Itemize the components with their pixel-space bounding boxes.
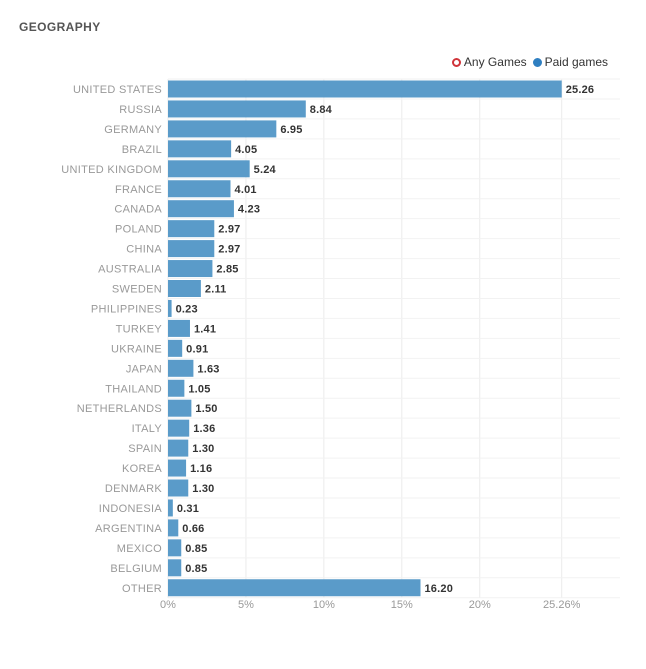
- bar: [168, 539, 182, 557]
- bar: [168, 80, 562, 98]
- bar-value-label: 1.05: [188, 383, 210, 395]
- legend-label-paid-games: Paid games: [544, 55, 608, 69]
- bar-value-label: 5.24: [254, 164, 277, 176]
- category-label: JAPAN: [126, 363, 162, 375]
- category-label: CANADA: [114, 204, 162, 216]
- x-tick-label: 0%: [160, 599, 176, 611]
- category-label: GERMANY: [104, 124, 162, 136]
- bar: [168, 100, 306, 118]
- bar: [168, 559, 182, 577]
- bar-value-label: 2.97: [218, 244, 240, 256]
- bar-value-label: 4.23: [238, 204, 260, 216]
- category-label: BRAZIL: [122, 144, 162, 156]
- x-tick-label: 25.26%: [543, 599, 581, 611]
- category-label: ARGENTINA: [95, 523, 162, 535]
- category-label: UNITED KINGDOM: [61, 164, 162, 176]
- category-label: POLAND: [115, 224, 162, 236]
- category-label: DENMARK: [105, 483, 162, 495]
- bar: [168, 439, 189, 457]
- bar-value-label: 16.20: [424, 583, 453, 595]
- x-tick-label: 20%: [469, 599, 491, 611]
- legend-item-paid-games[interactable]: Paid games: [532, 55, 608, 69]
- legend-label-any-games: Any Games: [463, 55, 527, 69]
- section-title: GEOGRAPHY: [19, 20, 101, 34]
- category-label: NETHERLANDS: [77, 403, 162, 415]
- bar: [168, 419, 190, 437]
- bar-value-label: 1.63: [197, 363, 219, 375]
- bar-value-label: 1.50: [195, 403, 217, 415]
- bar-value-label: 4.01: [235, 184, 257, 196]
- bar-value-label: 2.85: [216, 264, 238, 276]
- category-label: ITALY: [132, 423, 163, 435]
- category-label: AUSTRALIA: [98, 264, 162, 276]
- bar-value-label: 2.11: [205, 284, 227, 296]
- bar: [168, 160, 250, 178]
- bar-value-label: 0.31: [177, 503, 199, 515]
- category-label: MEXICO: [117, 543, 162, 555]
- chart-legend: Any Games Paid games: [446, 55, 608, 69]
- bar: [168, 220, 215, 238]
- x-tick-label: 15%: [391, 599, 413, 611]
- category-label: OTHER: [122, 583, 162, 595]
- bar: [168, 379, 185, 397]
- bar-value-label: 2.97: [218, 224, 240, 236]
- x-tick-label: 5%: [238, 599, 254, 611]
- bar-value-label: 1.36: [193, 423, 215, 435]
- bar-value-label: 0.66: [182, 523, 204, 535]
- bar-value-label: 1.30: [192, 443, 214, 455]
- category-label: UKRAINE: [111, 343, 162, 355]
- category-label: THAILAND: [105, 383, 162, 395]
- bar-value-label: 6.95: [280, 124, 302, 136]
- bar: [168, 479, 189, 497]
- category-label: FRANCE: [115, 184, 162, 196]
- category-label: UNITED STATES: [73, 84, 162, 96]
- bar: [168, 120, 277, 138]
- bar: [168, 519, 179, 537]
- legend-item-any-games[interactable]: Any Games: [451, 55, 527, 69]
- x-tick-label: 10%: [313, 599, 335, 611]
- bar: [168, 499, 173, 517]
- category-label: BELGIUM: [110, 563, 162, 575]
- bar: [168, 200, 234, 218]
- bar: [168, 180, 231, 198]
- bar-value-label: 1.16: [190, 463, 212, 475]
- category-label: KOREA: [122, 463, 162, 475]
- legend-circle-outline-icon: [451, 57, 461, 67]
- bar: [168, 299, 172, 317]
- bar: [168, 399, 192, 417]
- bar-value-label: 0.85: [185, 563, 207, 575]
- bar: [168, 339, 183, 357]
- bar-value-label: 8.84: [310, 104, 333, 116]
- bar-value-label: 1.30: [192, 483, 214, 495]
- category-label: SWEDEN: [112, 284, 162, 296]
- category-label: RUSSIA: [119, 104, 162, 116]
- bar-value-label: 1.41: [194, 323, 216, 335]
- category-label: TURKEY: [116, 323, 163, 335]
- bar-value-label: 0.85: [185, 543, 207, 555]
- category-label: PHILIPPINES: [91, 303, 162, 315]
- bar: [168, 260, 213, 278]
- bar: [168, 140, 232, 158]
- category-label: SPAIN: [128, 443, 162, 455]
- bar-value-label: 0.91: [186, 343, 208, 355]
- bar-value-label: 25.26: [566, 84, 595, 96]
- bar-value-label: 0.23: [176, 303, 198, 315]
- bar: [168, 459, 187, 477]
- bar: [168, 359, 194, 377]
- bar: [168, 319, 190, 337]
- category-label: CHINA: [126, 244, 162, 256]
- bar-value-label: 4.05: [235, 144, 257, 156]
- bar: [168, 280, 201, 297]
- category-label: INDONESIA: [99, 503, 163, 515]
- bar: [168, 579, 421, 597]
- bar: [168, 240, 215, 258]
- legend-circle-filled-icon: [532, 57, 542, 67]
